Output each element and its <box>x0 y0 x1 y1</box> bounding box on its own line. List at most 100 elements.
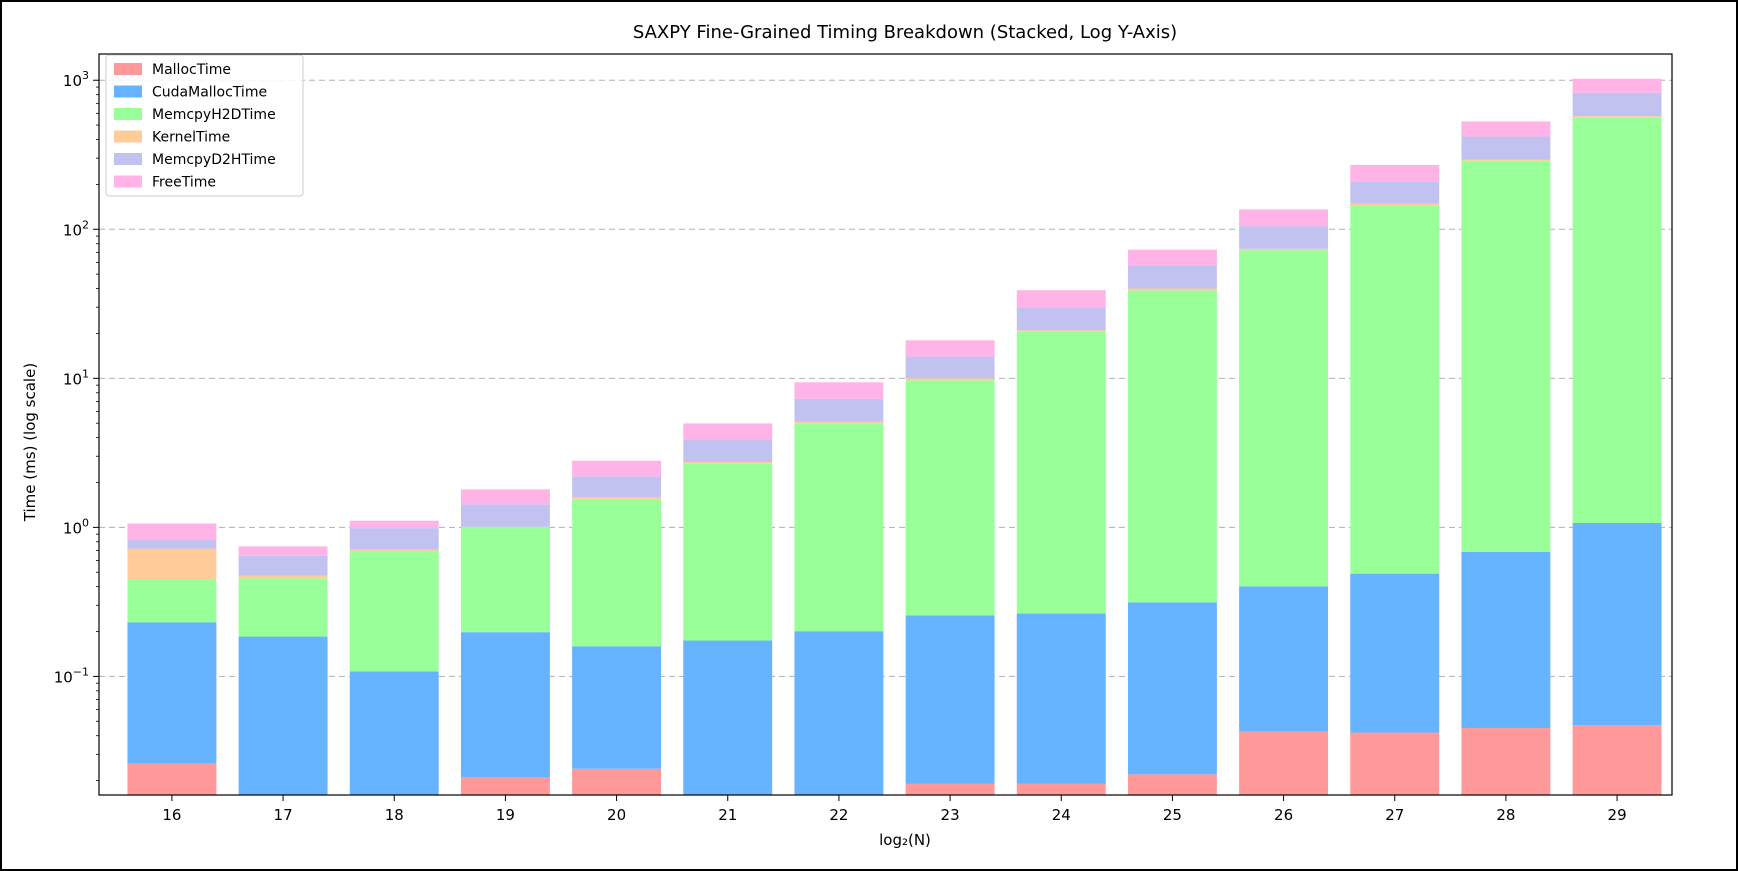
bar-segment-KernelTime <box>1239 248 1329 251</box>
bar-segment-MallocTime <box>572 768 662 795</box>
bar-segment-MemcpyH2DTime <box>1239 250 1329 587</box>
y-tick-base: 10 <box>54 668 73 686</box>
bar-segment-KernelTime <box>905 378 995 381</box>
x-tick-label: 22 <box>829 806 848 824</box>
plot-area-border <box>98 53 1673 796</box>
legend-swatch <box>114 153 142 165</box>
bar-segment-CudaMallocTime <box>1016 613 1106 784</box>
bar-segment-KernelTime <box>683 462 773 464</box>
bar-segment-MemcpyD2HTime <box>127 539 217 549</box>
y-tick-label: 10−1 <box>54 665 89 686</box>
x-tick-label: 23 <box>941 806 960 824</box>
bar-segment-MallocTime <box>1350 732 1440 795</box>
bar-segment-MallocTime <box>1016 783 1106 795</box>
bar-segment-KernelTime <box>1461 159 1551 161</box>
bar-segment-MemcpyH2DTime <box>238 578 328 637</box>
bar-segment-MallocTime <box>1127 774 1217 795</box>
x-axis-label: log₂(N) <box>879 831 931 849</box>
y-tick-base: 10 <box>63 519 82 537</box>
bar-segment-CudaMallocTime <box>794 631 884 795</box>
bar-segment-CudaMallocTime <box>1461 551 1551 729</box>
bar-segment-FreeTime <box>1239 209 1329 227</box>
bar-segment-MemcpyD2HTime <box>1239 226 1329 249</box>
x-tick-label: 17 <box>274 806 293 824</box>
bar-segment-MemcpyH2DTime <box>349 551 439 672</box>
y-tick-label: 102 <box>63 218 89 239</box>
legend-swatch <box>114 130 142 143</box>
bar-segment-CudaMallocTime <box>349 671 439 795</box>
bar-segment-MemcpyD2HTime <box>1127 265 1217 289</box>
legend-swatch <box>114 175 142 188</box>
y-tick-base: 10 <box>63 221 82 239</box>
bar-segment-MemcpyD2HTime <box>1016 307 1106 331</box>
bar-segment-KernelTime <box>460 526 550 528</box>
bar-segment-MemcpyH2DTime <box>683 463 773 641</box>
y-tick-base: 10 <box>63 72 82 90</box>
bar-segment-CudaMallocTime <box>238 636 328 795</box>
bar-segment-FreeTime <box>349 520 439 529</box>
bar-segment-CudaMallocTime <box>1239 586 1329 732</box>
legend-label: MallocTime <box>152 62 231 78</box>
chart-title: SAXPY Fine-Grained Timing Breakdown (Sta… <box>633 22 1177 43</box>
bar-segment-FreeTime <box>460 489 550 505</box>
x-tick-label: 26 <box>1274 806 1293 824</box>
y-tick-exponent: 2 <box>82 218 89 231</box>
legend-label: MemcpyH2DTime <box>152 107 276 123</box>
bar-segment-MallocTime <box>905 783 995 795</box>
bar-segment-MemcpyD2HTime <box>1350 181 1440 204</box>
x-tick-label: 25 <box>1163 806 1182 824</box>
bar-segment-FreeTime <box>238 546 328 556</box>
bar-segment-FreeTime <box>683 423 773 440</box>
bar-segment-FreeTime <box>905 340 995 357</box>
bar-segment-MemcpyD2HTime <box>1572 92 1662 117</box>
y-tick-label: 101 <box>63 367 89 388</box>
bar-segment-MemcpyH2DTime <box>1350 205 1440 574</box>
legend-label: KernelTime <box>152 130 230 146</box>
bar-segment-KernelTime <box>794 421 884 424</box>
bar-segment-CudaMallocTime <box>1572 522 1662 726</box>
bar-segment-KernelTime <box>1016 330 1106 332</box>
bar-segment-CudaMallocTime <box>1127 602 1217 775</box>
bar-segment-KernelTime <box>127 548 217 580</box>
bar-segment-MemcpyD2HTime <box>349 528 439 550</box>
y-tick-exponent: 0 <box>82 516 89 529</box>
legend-swatch <box>114 108 142 120</box>
bar-segment-KernelTime <box>1572 116 1662 118</box>
bar-segment-KernelTime <box>1350 203 1440 206</box>
y-tick-base: 10 <box>63 370 82 388</box>
legend-swatch <box>114 85 142 98</box>
bar-segment-FreeTime <box>127 523 217 540</box>
y-tick-exponent: 1 <box>82 367 89 380</box>
x-tick-label: 28 <box>1496 806 1515 824</box>
bar-segment-MemcpyD2HTime <box>1461 136 1551 160</box>
bar-segment-MemcpyD2HTime <box>572 476 662 497</box>
bar-segment-KernelTime <box>238 575 328 579</box>
y-tick-exponent: −1 <box>73 665 89 678</box>
bar-segment-MemcpyH2DTime <box>1127 290 1217 603</box>
bar-segment-MemcpyD2HTime <box>238 555 328 576</box>
legend-swatch <box>114 63 142 75</box>
bar-segment-CudaMallocTime <box>572 646 662 769</box>
x-tick-label: 29 <box>1608 806 1627 824</box>
bar-segment-FreeTime <box>572 460 662 477</box>
legend-label: MemcpyD2HTime <box>152 152 276 168</box>
bar-segment-FreeTime <box>1572 78 1662 93</box>
bars-layer <box>127 78 1662 795</box>
bar-segment-MallocTime <box>127 763 217 795</box>
bar-segment-CudaMallocTime <box>905 615 995 784</box>
y-tick-label: 100 <box>63 516 89 537</box>
x-tick-label: 21 <box>718 806 737 824</box>
x-tick-label: 20 <box>607 806 626 824</box>
bar-segment-MemcpyH2DTime <box>127 579 217 623</box>
bar-segment-CudaMallocTime <box>460 632 550 778</box>
legend-box <box>105 54 304 197</box>
x-tick-label: 27 <box>1385 806 1404 824</box>
y-tick-exponent: 3 <box>82 69 89 82</box>
legend-label: CudaMallocTime <box>152 85 267 101</box>
bar-segment-MemcpyH2DTime <box>1572 117 1662 523</box>
bar-segment-MallocTime <box>1239 731 1329 795</box>
bar-segment-CudaMallocTime <box>127 622 217 764</box>
bar-segment-MemcpyH2DTime <box>460 527 550 633</box>
bar-segment-MemcpyH2DTime <box>905 380 995 616</box>
